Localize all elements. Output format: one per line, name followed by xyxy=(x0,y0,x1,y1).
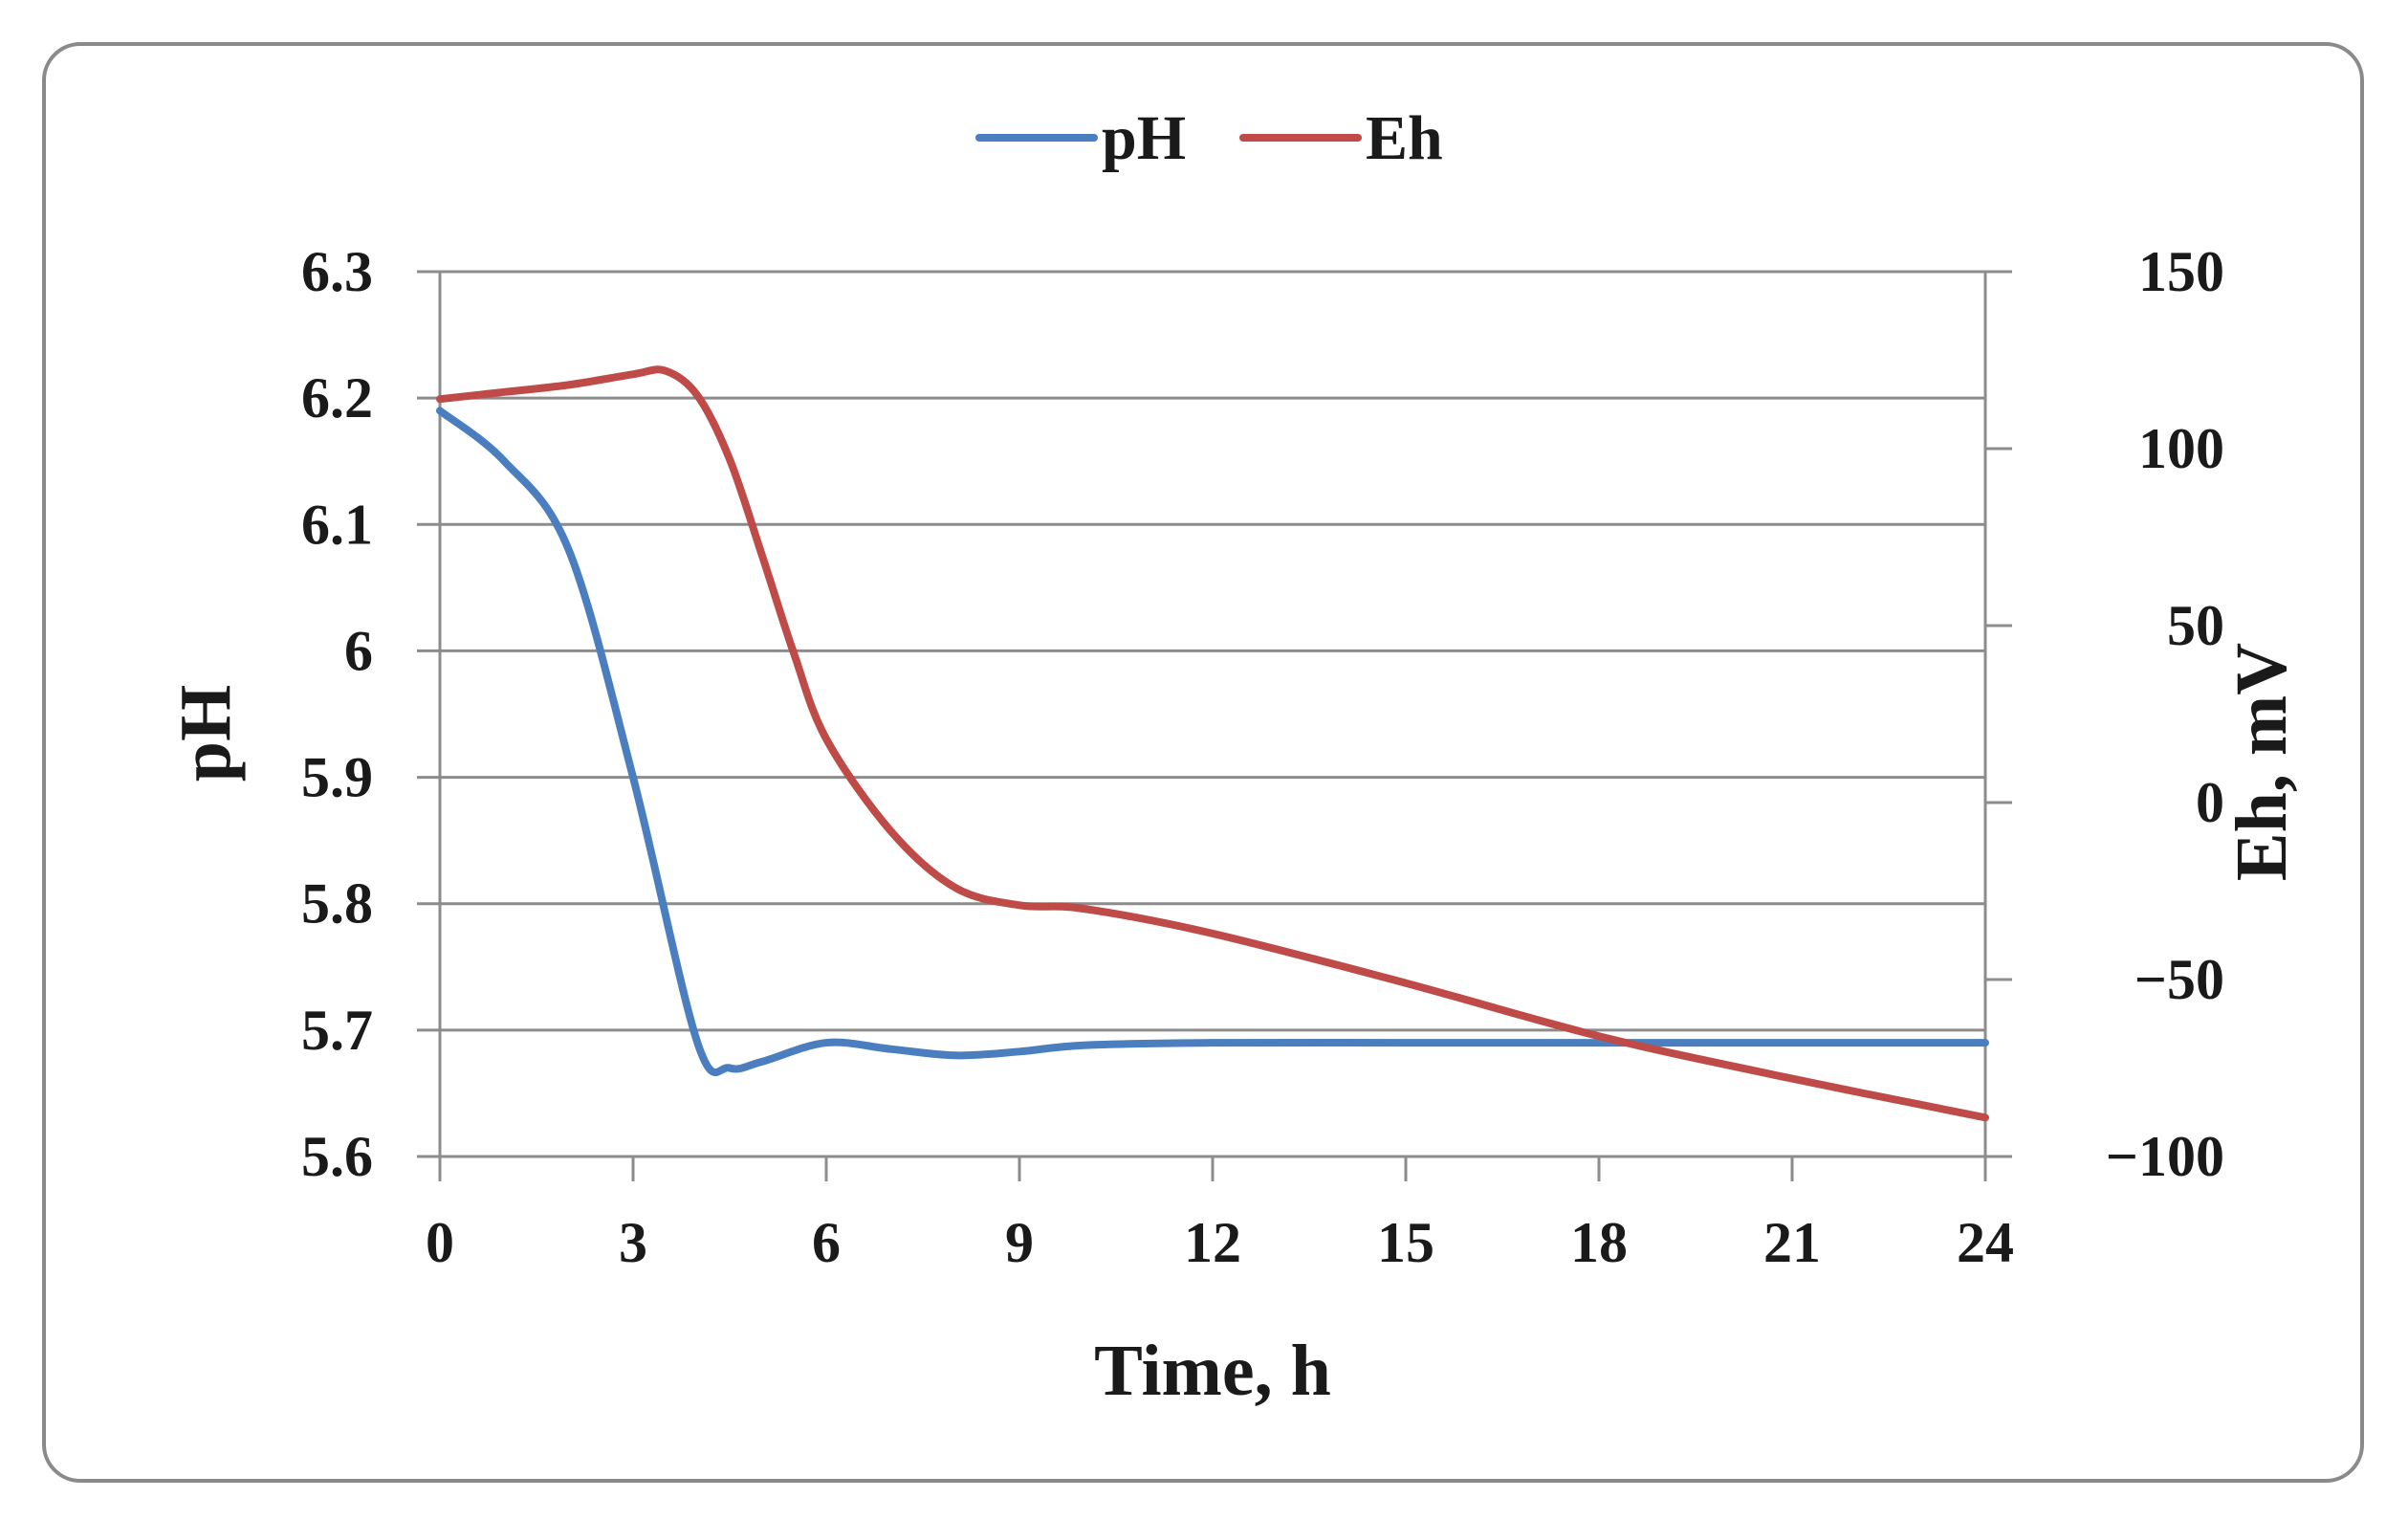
y2-tick-label: 100 xyxy=(2138,417,2224,480)
x-tick-label: 15 xyxy=(1377,1211,1434,1274)
y-tick-label: 5.8 xyxy=(301,872,373,936)
y-tick-label: 5.9 xyxy=(301,746,373,809)
x-tick-label: 3 xyxy=(619,1211,647,1274)
legend-label-ph: pH xyxy=(1102,103,1186,173)
axes: 5.6 5.7 5.8 5.9 6 6.1 6.2 6.3 −100 −50 0 50 100 150 0 3… xyxy=(301,240,2224,1274)
y2-tick-label: 50 xyxy=(2167,594,2224,657)
y2-tick-label: −100 xyxy=(2106,1125,2224,1188)
x-tick-label: 6 xyxy=(812,1211,841,1274)
x-tick-label: 24 xyxy=(1957,1211,2014,1274)
x-tick-label: 9 xyxy=(1005,1211,1034,1274)
x-axis-title: Time, h xyxy=(1094,1331,1331,1411)
x-tick-label: 0 xyxy=(426,1211,454,1274)
series-line-eh xyxy=(436,365,1989,1122)
y-tick-label: 5.6 xyxy=(301,1125,373,1188)
y2-tick-label: 0 xyxy=(2196,771,2224,834)
x-tick-label: 21 xyxy=(1763,1211,1821,1274)
y-tick-label: 5.7 xyxy=(301,999,373,1062)
legend-label-eh: Eh xyxy=(1366,103,1443,173)
x-tick-label: 18 xyxy=(1570,1211,1628,1274)
y-tick-label: 6 xyxy=(344,619,373,682)
y2-axis-title: Eh, mV xyxy=(2222,643,2302,881)
y-tick-label: 6.3 xyxy=(301,240,373,303)
y-tick-label: 6.1 xyxy=(301,493,373,556)
gridlines xyxy=(417,270,1985,1158)
y2-tick-label: −50 xyxy=(2134,948,2224,1011)
y-axis-title: pH xyxy=(165,685,246,782)
series-lines xyxy=(436,365,1989,1122)
chart-frame xyxy=(42,42,2364,1483)
x-tick-label: 12 xyxy=(1184,1211,1241,1274)
y2-tick-label: 150 xyxy=(2138,240,2224,303)
y-tick-label: 6.2 xyxy=(301,366,373,430)
series-line-ph xyxy=(436,407,1989,1076)
legend: pH Eh xyxy=(975,103,1443,173)
